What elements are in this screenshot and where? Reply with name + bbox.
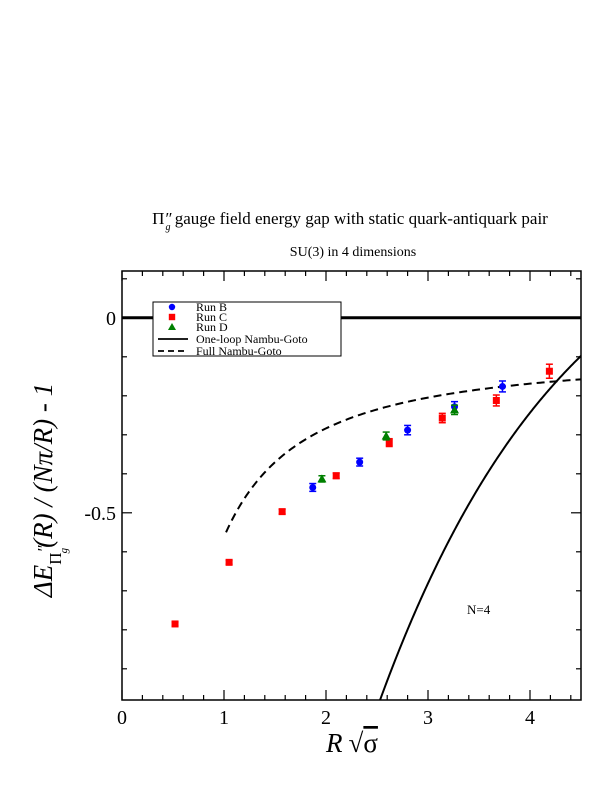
data-point-run-c: [438, 414, 446, 422]
x-tick-label: 4: [525, 707, 535, 729]
legend-label: Run C: [196, 310, 227, 324]
title-primes: ″: [164, 209, 172, 228]
data-point-run-b: [309, 483, 317, 491]
data-point-run-b: [356, 458, 364, 466]
y-label-sub-g: g: [58, 547, 70, 553]
data-point-run-c: [385, 439, 393, 447]
y-tick-label: -0.5: [84, 503, 116, 525]
data-point-run-c: [332, 472, 340, 480]
y-label-sub-symbol: Π: [46, 552, 65, 564]
data-point-run-c: [171, 620, 179, 628]
data-point-run-c: [278, 508, 286, 516]
plot-frame: [121, 270, 582, 701]
y-label-sub-primes: ″: [34, 544, 53, 552]
title-subscript: g: [166, 222, 171, 233]
legend-label: Run D: [196, 320, 228, 334]
legend-marker-run-d: [168, 323, 176, 330]
x-tick-label: 0: [117, 707, 127, 729]
x-label-sigma: σ: [363, 728, 378, 758]
data-point-run-d: [450, 405, 460, 414]
legend-label: Run B: [196, 300, 227, 314]
y-axis-label: ΔEΠ″ g(R) / (Nπ/R) - 1: [28, 383, 70, 598]
title-rest: gauge field energy gap with static quark…: [171, 209, 549, 228]
chart-subtitle: SU(3) in 4 dimensions: [290, 245, 416, 260]
x-axis-label: R √σ: [325, 728, 378, 758]
x-label-r: R: [325, 728, 343, 758]
annotation-n4: N=4: [467, 602, 491, 617]
data-point-run-b: [498, 382, 506, 390]
x-tick-label: 3: [423, 707, 433, 729]
data-point-run-b: [404, 426, 412, 434]
x-tick-label: 2: [321, 707, 331, 729]
chart-title: Π″g gauge field energy gap with static q…: [152, 209, 548, 233]
title-symbol: Π: [152, 209, 164, 228]
legend-marker-run-b: [168, 303, 176, 311]
data-point-run-d: [317, 474, 327, 483]
y-label-rest: (R) / (Nπ/R) - 1: [28, 383, 58, 548]
legend-marker-run-c: [168, 313, 176, 321]
data-point-run-c: [225, 558, 233, 566]
one-loop-nambu-goto-curve: [378, 355, 581, 700]
legend-label: Full Nambu-Goto: [196, 344, 282, 358]
data-point-run-c: [492, 396, 500, 404]
legend-label: One-loop Nambu-Goto: [196, 332, 308, 346]
y-label-delta-e: ΔE: [28, 564, 58, 598]
data-point-run-c: [545, 367, 553, 375]
data-point-run-d: [381, 431, 391, 440]
legend-box: [152, 301, 342, 357]
x-tick-label: 1: [219, 707, 229, 729]
x-label-sqrt: √: [349, 728, 364, 758]
y-tick-label: 0: [106, 308, 116, 330]
